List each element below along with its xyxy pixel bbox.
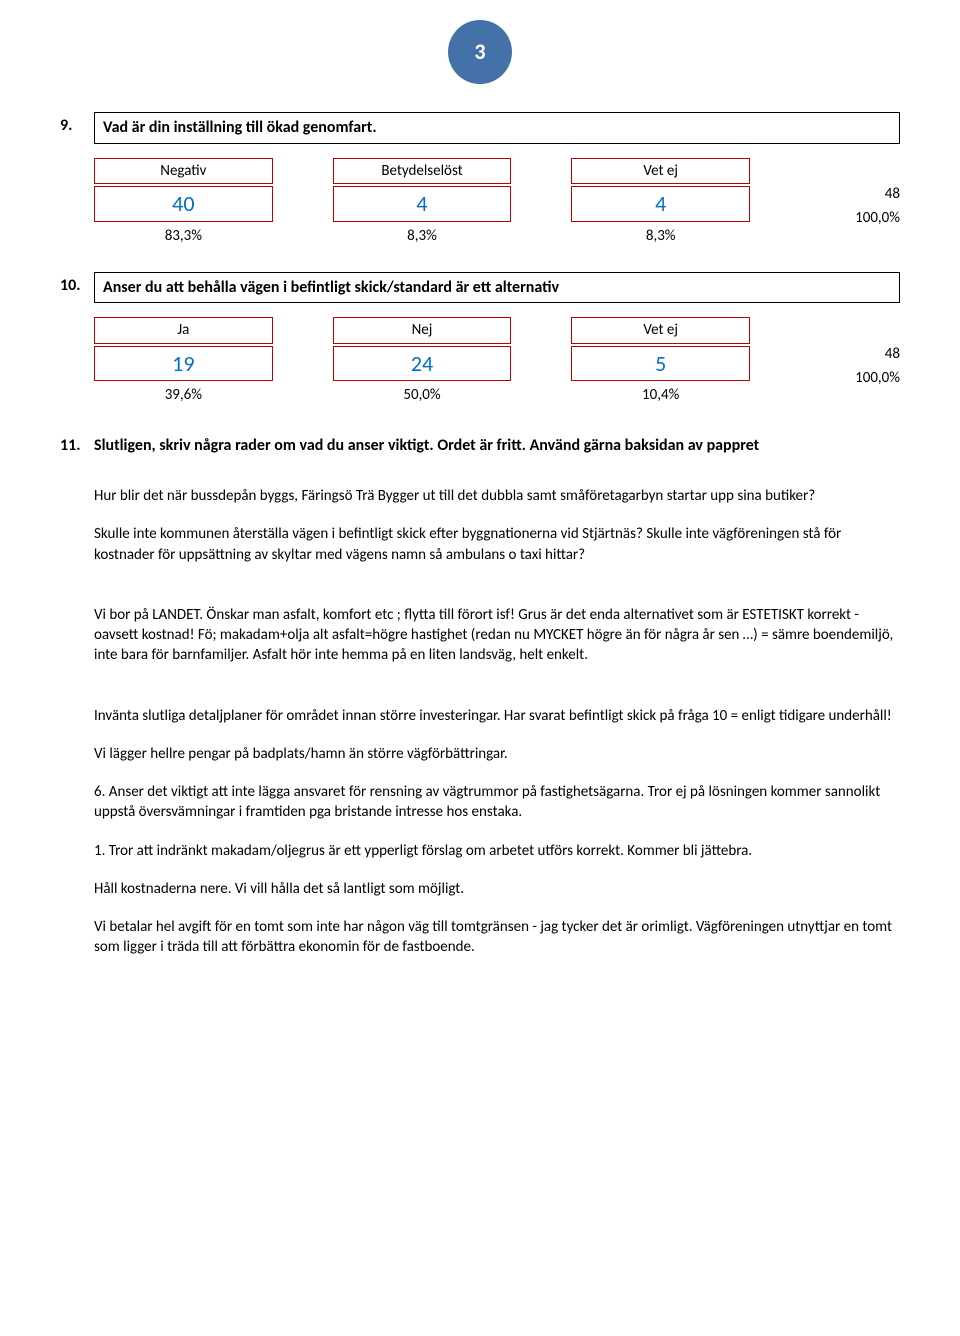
q9-total-pct: 100,0% [810, 206, 900, 230]
q10-value-0: 19 [94, 346, 273, 382]
q10-header-1: Nej [333, 317, 512, 343]
comment-1: Skulle inte kommunen återställa vägen i … [94, 524, 900, 565]
q11-number: 11. [60, 432, 94, 457]
question-11-row: 11. Slutligen, skriv några rader om vad … [60, 432, 900, 457]
question-10-row: 10. Anser du att behålla vägen i befintl… [60, 272, 900, 304]
q10-pct-1: 50,0% [333, 383, 512, 407]
q10-number: 10. [60, 272, 94, 304]
q9-spacer [810, 158, 900, 182]
q9-pct-2: 8,3% [571, 224, 750, 248]
comment-7: Håll kostnaderna nere. Vi vill hålla det… [94, 879, 900, 899]
q10-text: Anser du att behålla vägen i befintligt … [94, 272, 900, 304]
page-number-badge: 3 [448, 20, 512, 84]
comment-8: Vi betalar hel avgift för en tomt som in… [94, 917, 900, 958]
page-number: 3 [474, 37, 485, 67]
q10-spacer [810, 317, 900, 341]
question-9-row: 9. Vad är din inställning till ökad geno… [60, 112, 900, 144]
q9-data-grid: Negativ 40 83,3% Betydelselöst 4 8,3% Ve… [94, 158, 900, 248]
q10-header-0: Ja [94, 317, 273, 343]
q9-header-2: Vet ej [571, 158, 750, 184]
q9-pct-1: 8,3% [333, 224, 512, 248]
comment-5: 6. Anser det viktigt att inte lägga ansv… [94, 782, 900, 823]
q9-number: 9. [60, 112, 94, 144]
comment-3: Invänta slutliga detaljplaner för område… [94, 706, 900, 726]
q9-value-2: 4 [571, 186, 750, 222]
q10-header-2: Vet ej [571, 317, 750, 343]
q10-total-val: 48 [810, 342, 900, 366]
q9-value-1: 4 [333, 186, 512, 222]
comment-6: 1. Tror att indränkt makadam/oljegrus är… [94, 841, 900, 861]
comments-block: Hur blir det när bussdepån byggs, Färing… [94, 486, 900, 958]
q9-text: Vad är din inställning till ökad genomfa… [94, 112, 900, 144]
q9-header-1: Betydelselöst [333, 158, 512, 184]
comment-4: Vi lägger hellre pengar på badplats/hamn… [94, 744, 900, 764]
q10-pct-0: 39,6% [94, 383, 273, 407]
q9-total-val: 48 [810, 182, 900, 206]
comment-2: Vi bor på LANDET. Önskar man asfalt, kom… [94, 605, 900, 666]
q10-data-grid: Ja 19 39,6% Nej 24 50,0% Vet ej 5 10,4% … [94, 317, 900, 407]
q10-value-2: 5 [571, 346, 750, 382]
q10-total-pct: 100,0% [810, 366, 900, 390]
q10-value-1: 24 [333, 346, 512, 382]
q9-value-0: 40 [94, 186, 273, 222]
q11-text: Slutligen, skriv några rader om vad du a… [94, 432, 900, 457]
q9-header-0: Negativ [94, 158, 273, 184]
q10-pct-2: 10,4% [571, 383, 750, 407]
q9-pct-0: 83,3% [94, 224, 273, 248]
comment-0: Hur blir det när bussdepån byggs, Färing… [94, 486, 900, 506]
